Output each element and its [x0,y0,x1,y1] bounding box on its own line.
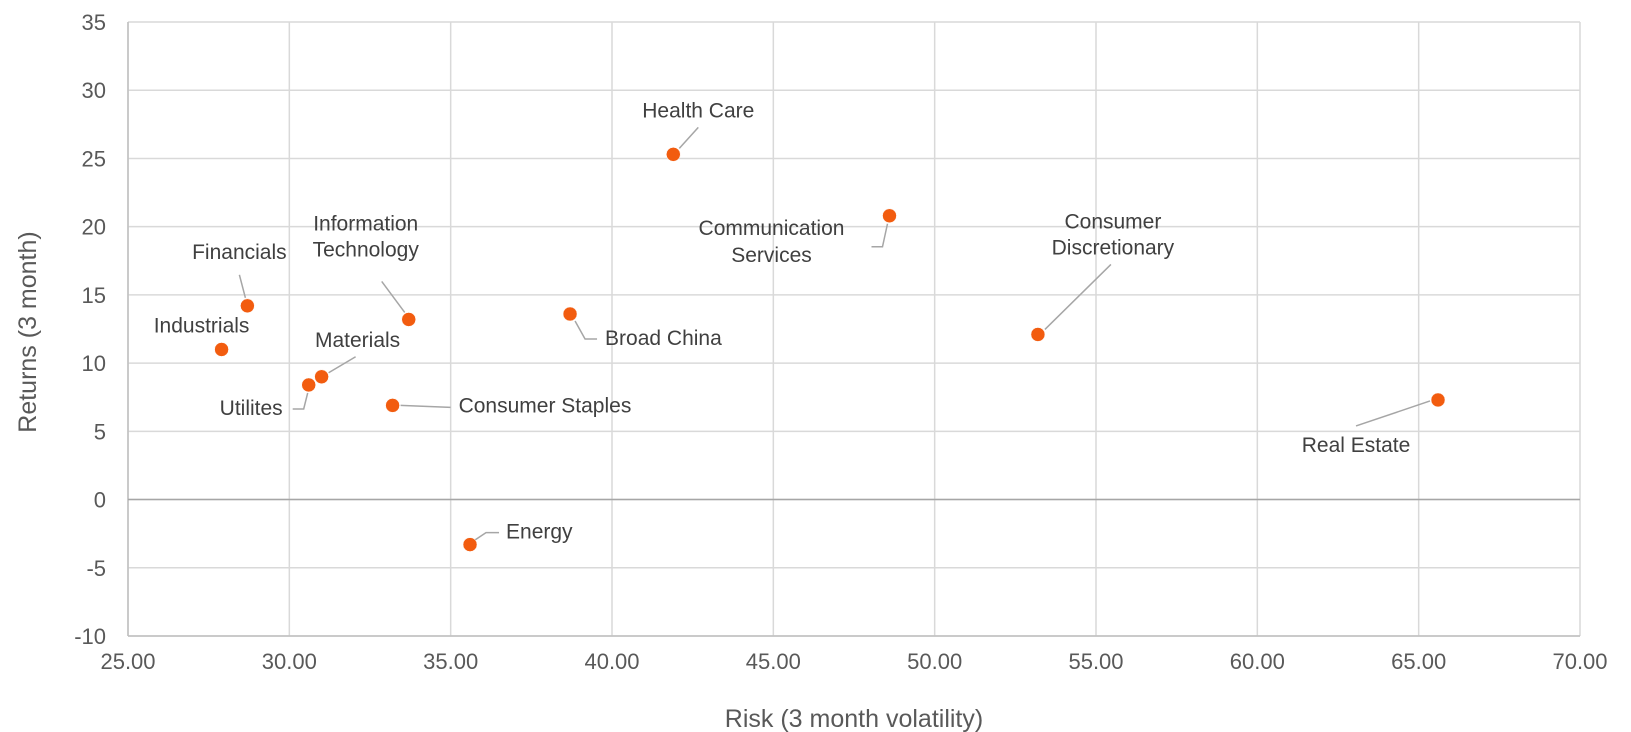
point-label: Financials [192,241,287,264]
point-label: Consumer Staples [459,394,632,417]
leader-line [328,356,356,374]
point-label: Information Technology [313,212,420,261]
point-label: Real Estate [1302,434,1411,457]
y-tick-label: 0 [94,488,106,513]
x-tick-label: 30.00 [262,649,317,674]
scatter-point [401,312,416,327]
y-tick-label: 15 [82,283,106,308]
y-tick-label: -10 [74,624,106,649]
x-tick-label: 60.00 [1230,649,1285,674]
tick-labels: 25.00 30.00 35.00 40.00 45.00 50.00 55.00 60.00… [74,10,1607,674]
x-tick-label: 65.00 [1391,649,1446,674]
scatter-point [301,377,316,393]
y-tick-label: 35 [82,10,106,35]
point-label: Materials [315,329,400,352]
data-points [214,147,1446,552]
point-label: Broad China [605,327,722,350]
y-tick-label: -5 [86,556,106,581]
leader-line [292,392,309,410]
y-tick-label: 20 [82,215,106,240]
leader-line [1355,400,1431,427]
leader-line [400,404,451,409]
y-axis-title: Returns (3 month) [14,231,42,432]
leader-line [381,281,406,313]
point-label: Health Care [642,99,754,122]
scatter-point [562,306,578,322]
scatter-point [462,537,478,552]
scatter-point [314,369,329,385]
x-tick-label: 25.00 [100,649,155,674]
x-tick-label: 70.00 [1552,649,1607,674]
y-tick-label: 25 [82,146,106,171]
scatter-point [882,208,897,224]
y-tick-label: 10 [82,351,106,376]
x-tick-label: 35.00 [423,649,478,674]
data-labels: Industrials Financials Utilites Materials Co… [154,99,1411,543]
leader-line [1044,263,1112,330]
leader-lines [238,126,1431,542]
leader-line [238,274,247,298]
y-tick-label: 30 [82,78,106,103]
x-tick-label: 45.00 [746,649,801,674]
scatter-point [1430,392,1446,408]
point-label: Industrials [154,314,250,337]
gridlines [127,21,1581,637]
point-label: Utilites [220,397,283,420]
leader-line [473,531,500,542]
leader-line [871,223,889,248]
point-label: Energy [506,521,573,544]
scatter-point [240,298,255,314]
leader-line [678,126,699,149]
x-tick-label: 55.00 [1068,649,1123,674]
point-label: Consumer Discretionary [1052,210,1175,259]
scatter-point [1030,327,1046,342]
scatter-point [385,398,400,413]
scatter-point [666,147,681,162]
point-label: Communication Services [699,217,845,267]
x-tick-label: 50.00 [907,649,962,674]
x-axis-title: Risk (3 month volatility) [725,705,983,732]
leader-line [574,320,598,340]
x-tick-label: 40.00 [584,649,639,674]
scatter-point [214,342,229,357]
y-tick-label: 5 [94,419,106,444]
